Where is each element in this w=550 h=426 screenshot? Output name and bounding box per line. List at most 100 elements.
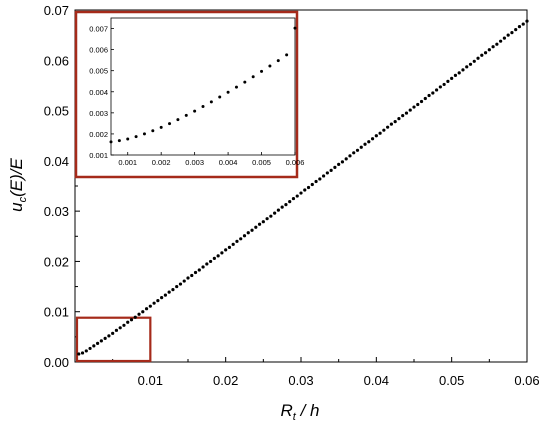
data-point [329,168,333,173]
inset-data-point [285,53,289,57]
data-point [438,85,442,89]
data-point [254,225,258,229]
data-point [141,310,145,314]
data-point [126,320,130,324]
inset-y-tick-label: 0.006 [89,46,108,55]
data-point [227,245,232,249]
data-point [382,128,386,132]
data-point [84,349,88,353]
inset-data-point [176,118,180,122]
data-point [521,22,525,26]
y-tick-label: 0.02 [44,254,69,269]
data-point [152,301,156,305]
inset-y-tick-label: 0.004 [89,88,108,97]
data-point [306,185,311,190]
inset-data-point [201,105,205,109]
y-tick-label: 0.06 [44,53,69,68]
data-point [205,262,209,266]
data-point [122,323,126,327]
data-point [284,203,288,207]
data-point [419,99,424,104]
data-point [257,222,262,226]
inset-data-point [184,113,188,117]
x-tick-label: 0.01 [138,373,163,388]
x-tick-label: 0.03 [288,373,313,388]
data-point [224,248,228,252]
data-point [171,287,175,292]
data-point [167,290,171,294]
data-point [197,268,201,272]
data-point [239,237,243,241]
inset-data-point [251,75,255,79]
x-axis-title: Rt / h [281,401,320,423]
inset-data-point [209,100,213,104]
inset-data-point [159,125,163,129]
data-point [502,36,506,40]
data-point [276,208,280,212]
inset-data-point [243,80,247,84]
data-point [99,339,103,343]
y-axis-title: uc(E)/E [7,157,29,211]
data-point [427,93,431,98]
data-point [450,76,454,80]
data-point [103,336,107,340]
data-point [310,182,314,187]
data-point [506,33,510,37]
x-axis-title-sub: t [293,411,297,423]
data-point [190,273,194,278]
inset-data-point [109,140,113,144]
data-point [389,122,393,126]
data-point [92,344,96,348]
data-point [465,65,469,69]
inset-x-tick-label: 0.001 [118,158,137,167]
x-tick-label: 0.04 [364,373,389,388]
y-tick-label: 0.01 [44,305,69,320]
data-point [265,217,269,221]
x-tick-label: 0.05 [439,373,464,388]
data-point [273,211,277,215]
inset-x-tick-label: 0.003 [185,158,204,167]
data-point [352,151,356,155]
y-tick-label: 0.03 [44,204,69,219]
data-point [374,134,378,138]
data-point [468,62,473,66]
y-axis-title-pre: u [7,202,26,212]
data-point [77,352,81,356]
data-point [355,148,360,152]
x-tick-label: 0.06 [514,373,539,388]
data-point [269,214,273,218]
data-point [435,88,439,92]
data-point [393,120,397,124]
y-tick-label: 0.04 [44,154,69,169]
data-point [114,328,119,332]
x-tick-label: 0.02 [213,373,238,388]
data-point [107,334,111,338]
data-point [299,191,303,195]
data-point [291,196,296,201]
data-point [261,220,265,224]
data-point [412,105,416,109]
data-point [431,91,435,95]
inset-data-point [142,132,146,136]
inset-y-tick-label: 0.005 [89,67,108,76]
data-point [404,111,409,115]
data-point [231,242,235,246]
data-point [325,171,329,175]
data-point [133,315,137,319]
data-point [318,177,322,181]
inset-y-tick-label: 0.007 [89,25,108,34]
data-point [333,165,337,169]
data-point [499,39,503,43]
inset-x-tick-label: 0.002 [152,158,171,167]
y-tick-label: 0.05 [44,104,69,119]
data-point [118,326,122,330]
inset-x-tick-label: 0.005 [252,158,271,167]
data-point [163,293,167,297]
inset-data-point [193,109,197,113]
data-point [453,73,458,77]
data-point [288,199,292,204]
inset-y-tick-label: 0.003 [89,109,108,118]
data-point [397,117,401,121]
data-point [386,125,390,129]
